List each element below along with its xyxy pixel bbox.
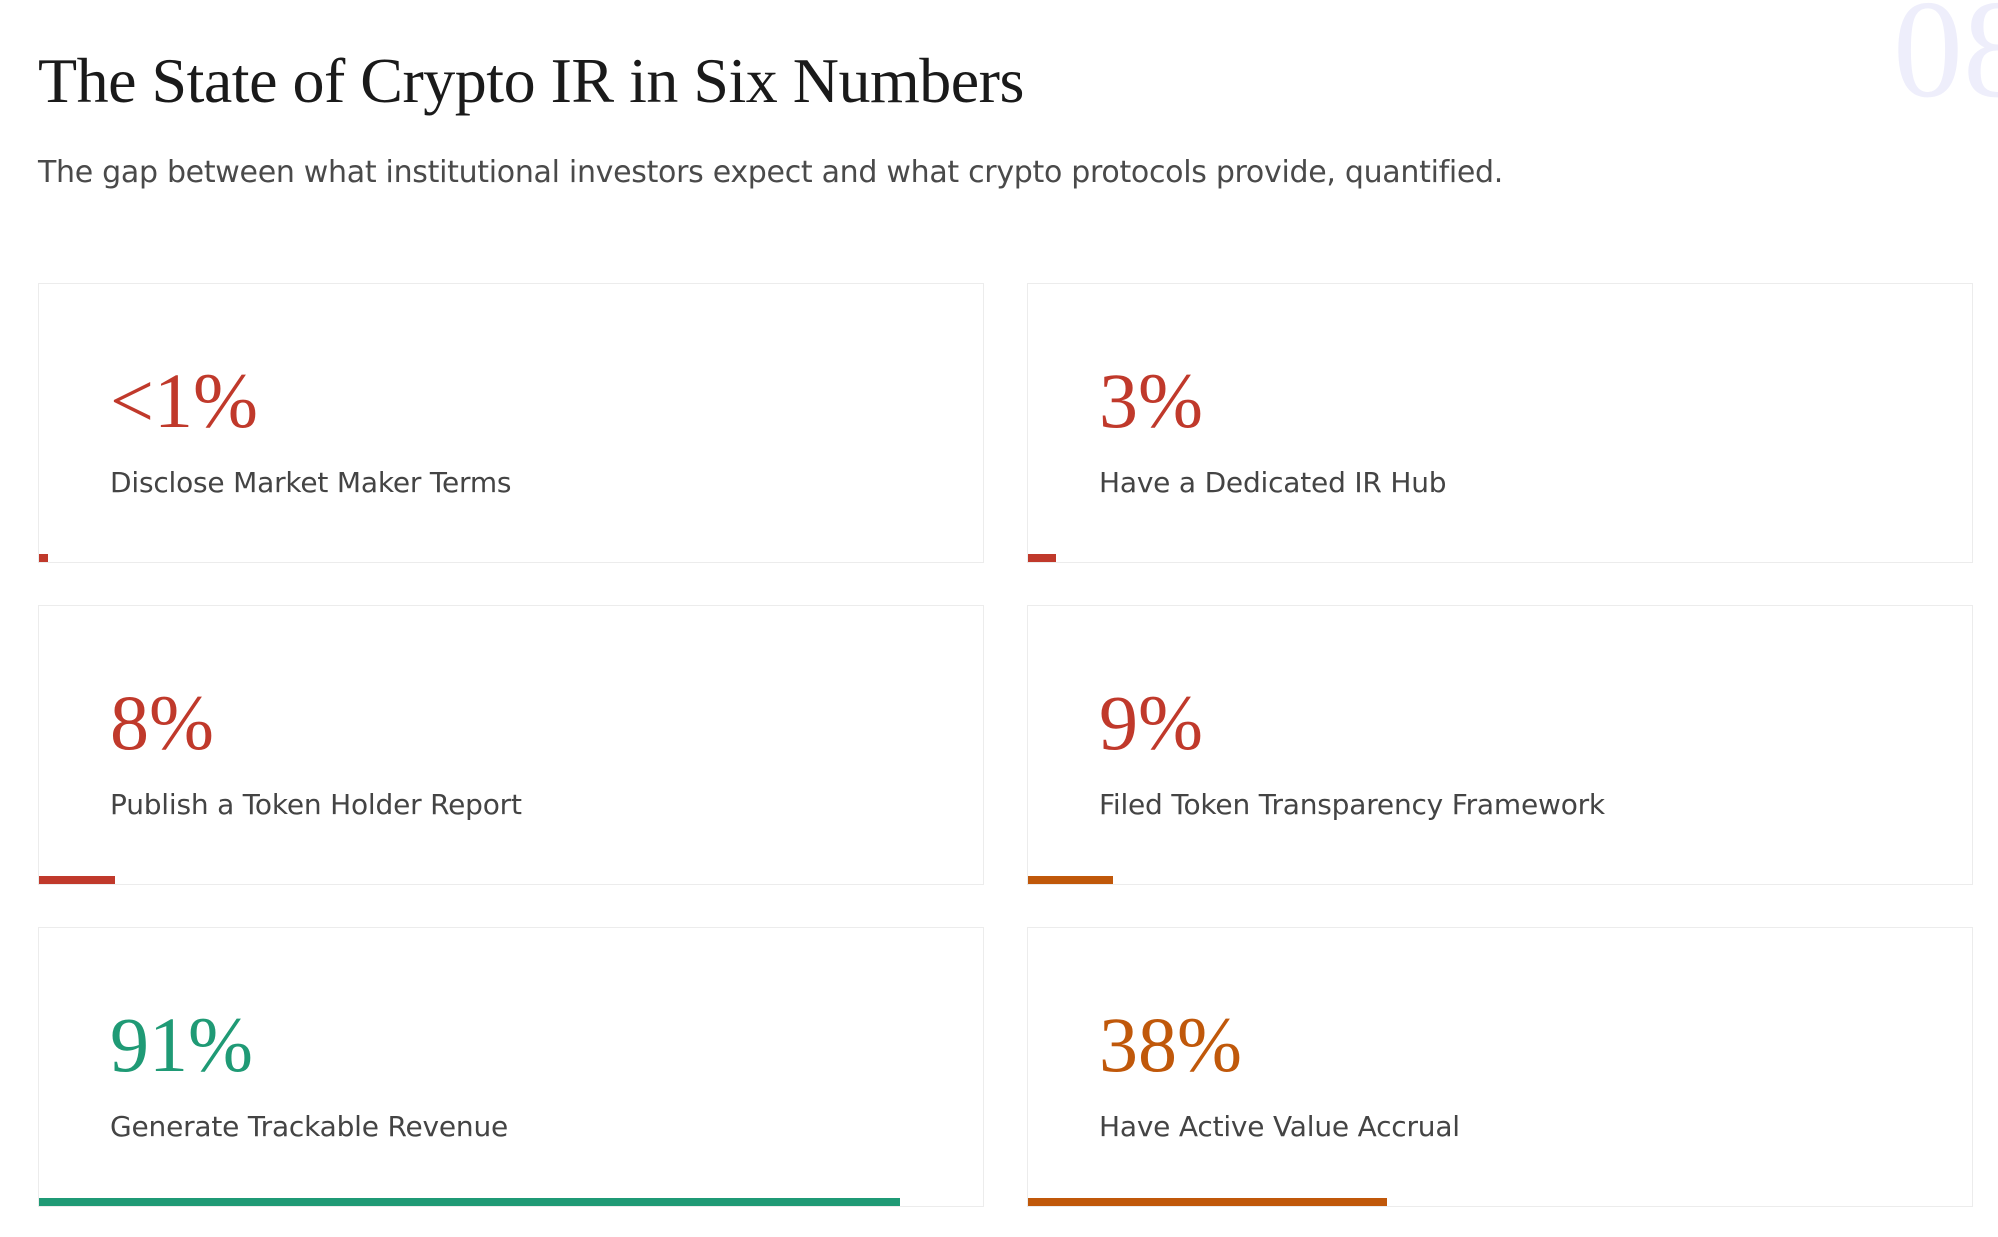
stat-label: Have a Dedicated IR Hub: [1099, 466, 1447, 499]
title: The State of Crypto IR in Six Numbers: [38, 45, 1024, 116]
stat-value: 9%: [1099, 679, 1203, 766]
stat-value: <1%: [110, 357, 258, 444]
stat-label: Filed Token Transparency Framework: [1099, 788, 1605, 821]
stat-label: Disclose Market Maker Terms: [110, 466, 512, 499]
stat-card: 9% Filed Token Transparency Framework: [1027, 605, 1973, 885]
stat-value: 8%: [110, 679, 214, 766]
stat-value: 3%: [1099, 357, 1203, 444]
stat-card: <1% Disclose Market Maker Terms: [38, 283, 984, 563]
page-number: 08: [1893, 0, 1998, 127]
stat-value: 91%: [110, 1001, 253, 1088]
stat-label: Generate Trackable Revenue: [110, 1110, 509, 1143]
stat-card: 3% Have a Dedicated IR Hub: [1027, 283, 1973, 563]
progress-bar: [39, 876, 115, 884]
subtitle: The gap between what institutional inves…: [38, 155, 1504, 190]
stat-card: 8% Publish a Token Holder Report: [38, 605, 984, 885]
stat-value: 38%: [1099, 1001, 1242, 1088]
progress-bar: [1028, 1198, 1388, 1206]
progress-bar: [1028, 876, 1114, 884]
progress-bar: [1028, 554, 1057, 562]
progress-bar: [39, 1198, 900, 1206]
progress-bar: [39, 554, 49, 562]
stat-label: Publish a Token Holder Report: [110, 788, 522, 821]
stat-label: Have Active Value Accrual: [1099, 1110, 1460, 1143]
stat-card: 38% Have Active Value Accrual: [1027, 927, 1973, 1207]
stat-card: 91% Generate Trackable Revenue: [38, 927, 984, 1207]
